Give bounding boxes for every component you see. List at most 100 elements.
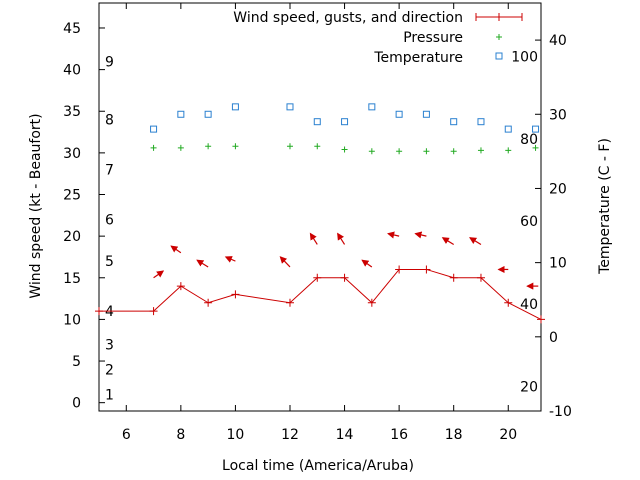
temperature-point bbox=[177, 110, 185, 118]
pressure-point bbox=[177, 144, 184, 151]
x-tick-label: 16 bbox=[390, 427, 408, 443]
legend-label-temperature: Temperature bbox=[373, 50, 463, 66]
y-tick-label-left: 40 bbox=[63, 63, 81, 79]
pressure-point bbox=[232, 143, 239, 150]
pressure-point bbox=[423, 148, 430, 155]
wind-speed-line bbox=[99, 268, 542, 320]
y-tick-label-right: 0 bbox=[549, 330, 558, 346]
wind-speed-point bbox=[504, 298, 513, 307]
legend-sample-wind-ticks bbox=[475, 13, 523, 21]
pressure-point bbox=[477, 147, 484, 154]
y-tick-label-left: 45 bbox=[63, 21, 81, 37]
temperature-point bbox=[477, 118, 485, 126]
temperature-point bbox=[286, 103, 294, 111]
data-layer bbox=[95, 103, 545, 324]
wind-speed-point bbox=[422, 265, 431, 274]
pressure-point bbox=[368, 148, 375, 155]
legend: Wind speed, gusts, and direction Pressur… bbox=[233, 10, 523, 66]
beaufort-label: 9 bbox=[105, 54, 114, 70]
legend-label-pressure: Pressure bbox=[403, 30, 463, 46]
wind-direction-arrow bbox=[361, 259, 373, 268]
beaufort-label: 6 bbox=[105, 212, 114, 228]
wind-speed-point bbox=[537, 315, 545, 324]
beaufort-label: 2 bbox=[105, 362, 114, 378]
temperature-point bbox=[450, 118, 458, 126]
beaufort-label: 5 bbox=[105, 254, 114, 270]
y-tick-label-left: 35 bbox=[63, 104, 81, 120]
temperature-point bbox=[150, 125, 158, 133]
wind-direction-arrow bbox=[153, 270, 165, 279]
y-tick-label-left: 0 bbox=[72, 396, 81, 412]
wind-speed-point bbox=[231, 290, 240, 299]
y-tick-label-left: 10 bbox=[63, 312, 81, 328]
pressure-point bbox=[150, 144, 157, 151]
x-tick-label: 8 bbox=[176, 427, 185, 443]
wind-direction-arrow bbox=[441, 237, 455, 245]
y-tick-label-left: 20 bbox=[63, 229, 81, 245]
temperature-point bbox=[368, 103, 376, 111]
wind-speed-point bbox=[395, 265, 404, 274]
pressure-point bbox=[205, 143, 212, 150]
y-tick-label-left: 15 bbox=[63, 271, 81, 287]
x-tick-label: 14 bbox=[336, 427, 354, 443]
pressure-point bbox=[505, 147, 512, 154]
x-tick-label: 10 bbox=[227, 427, 245, 443]
temperature-point bbox=[504, 125, 512, 133]
temperature-point bbox=[341, 118, 349, 126]
axes-layer: 6 8 10 12 14 16 18 20051015202530354045-1001020… bbox=[63, 2, 572, 443]
fahrenheit-label: 60 bbox=[520, 214, 538, 230]
wind-speed-point bbox=[204, 298, 213, 307]
fahrenheit-label: 80 bbox=[520, 132, 538, 148]
wind-direction-arrow bbox=[337, 232, 346, 245]
wind-speed-point bbox=[476, 273, 485, 282]
temperature-point bbox=[313, 118, 321, 126]
y-tick-label-right: 10 bbox=[549, 256, 567, 272]
pressure-point bbox=[532, 144, 539, 151]
wind-speed-point bbox=[313, 273, 322, 282]
pressure-point bbox=[396, 148, 403, 155]
wind-speed-point bbox=[340, 273, 349, 282]
pressure-point bbox=[341, 146, 348, 153]
wind-speed-point bbox=[176, 282, 185, 291]
beaufort-label: 7 bbox=[105, 163, 114, 179]
y-tick-label-right: 40 bbox=[549, 33, 567, 49]
legend-sample-pressure bbox=[496, 34, 502, 40]
temperature-point bbox=[422, 110, 430, 118]
temperature-point bbox=[395, 110, 403, 118]
y-tick-label-right: 20 bbox=[549, 181, 567, 197]
temperature-point bbox=[204, 110, 212, 118]
wind-direction-arrow bbox=[387, 231, 400, 239]
pressure-point bbox=[314, 143, 321, 150]
y-tick-label-right: -10 bbox=[549, 404, 572, 420]
x-axis-label: Local time (America/Aruba) bbox=[222, 458, 414, 474]
wind-speed-point bbox=[449, 273, 458, 282]
y-tick-label-left: 5 bbox=[72, 354, 81, 370]
y-tick-label-right: 30 bbox=[549, 107, 567, 123]
legend-label-wind: Wind speed, gusts, and direction bbox=[233, 10, 463, 26]
y-tick-label-left: 30 bbox=[63, 146, 81, 162]
fahrenheit-label: 20 bbox=[520, 380, 538, 396]
x-tick-label: 12 bbox=[281, 427, 299, 443]
beaufort-label: 1 bbox=[105, 387, 114, 403]
beaufort-label: 3 bbox=[105, 337, 114, 353]
fahrenheit-label: 100 bbox=[511, 49, 538, 65]
wind-speed-point bbox=[367, 298, 376, 307]
temperature-point bbox=[231, 103, 239, 111]
wind-direction-arrow bbox=[279, 256, 291, 268]
beaufort-label: 4 bbox=[105, 304, 114, 320]
wind-direction-arrow bbox=[224, 256, 236, 263]
y-axis-label-left: Wind speed (kt - Beaufort) bbox=[28, 113, 44, 298]
wind-speed-point bbox=[149, 307, 158, 316]
legend-sample-temperature bbox=[495, 52, 503, 60]
x-tick-label: 6 bbox=[122, 427, 131, 443]
fahrenheit-label: 40 bbox=[520, 297, 538, 313]
beaufort-label: 8 bbox=[105, 113, 114, 129]
wind-direction-arrow bbox=[414, 231, 427, 239]
y-tick-label-left: 25 bbox=[63, 188, 81, 204]
wind-speed-point bbox=[285, 298, 294, 307]
wind-speed-point bbox=[95, 307, 103, 316]
temperature-point bbox=[532, 125, 540, 133]
wind-direction-arrow bbox=[469, 237, 482, 245]
wind-direction-arrow bbox=[309, 232, 318, 245]
